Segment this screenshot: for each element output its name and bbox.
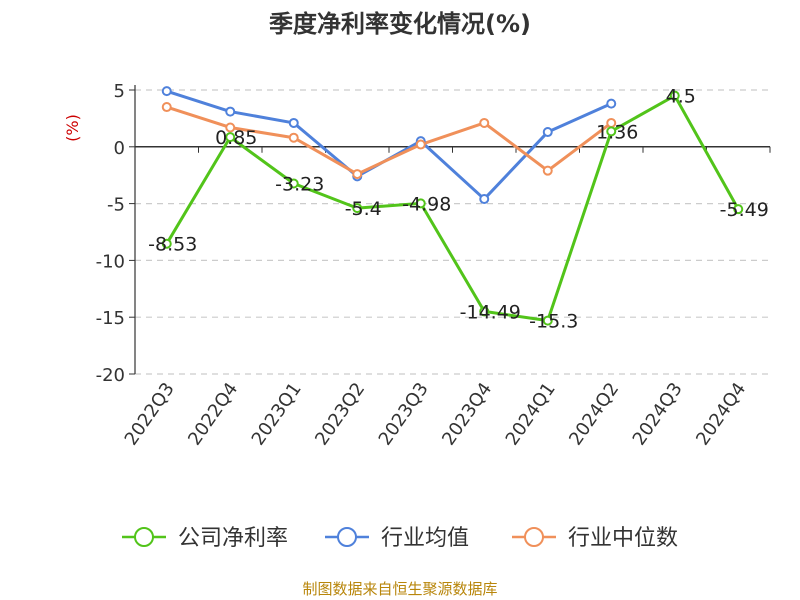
y-tick-label: -15	[96, 308, 125, 329]
data-point	[479, 306, 490, 317]
data-point	[288, 178, 299, 189]
series-line-2	[166, 105, 613, 176]
series-points	[161, 86, 744, 326]
series-line-0	[165, 94, 740, 323]
x-tick-label: 2022Q4	[184, 379, 242, 450]
axes	[129, 85, 771, 375]
x-tick-label: 2024Q3	[629, 379, 687, 450]
x-tick-label: 2024Q4	[692, 379, 750, 450]
data-point	[352, 169, 363, 180]
data-point	[161, 238, 172, 249]
data-label: -8.53	[148, 234, 197, 256]
x-tick-label: 2023Q1	[248, 379, 306, 450]
legend-label: 公司净利率	[178, 526, 288, 551]
data-label: -5.49	[720, 199, 769, 221]
data-labels: -8.53 0.85 -3.23 -5.4 -4.98 -14.49 -15.3 1.36 4.…	[148, 86, 769, 333]
data-point	[542, 165, 553, 176]
legend-marker	[134, 527, 154, 547]
data-point	[415, 198, 426, 209]
legend-marker	[337, 527, 357, 547]
x-tick-labels: 2022Q3 2022Q4 2023Q1 2023Q2 2023Q3 2023Q4 2024…	[121, 379, 751, 450]
data-point	[352, 203, 363, 214]
data-label: 4.5	[666, 86, 696, 108]
data-point	[479, 117, 490, 128]
gridlines	[135, 89, 770, 375]
x-tick-label: 2023Q3	[375, 379, 433, 450]
x-tick-label: 2022Q3	[121, 379, 179, 450]
legend-label: 行业中位数	[568, 526, 678, 551]
y-tick-label: -5	[107, 195, 125, 216]
y-axis-unit-label: (%)	[63, 114, 82, 142]
data-point	[542, 127, 553, 138]
data-point	[288, 132, 299, 143]
data-point	[415, 139, 426, 150]
data-point	[542, 315, 553, 326]
data-point	[225, 106, 236, 117]
series-lines	[165, 89, 740, 323]
x-tick-label: 2023Q2	[311, 379, 369, 450]
data-label: -15.3	[529, 311, 578, 333]
data-label: 1.36	[596, 121, 638, 143]
y-tick-label: 0	[114, 138, 125, 159]
y-tick-label: -10	[96, 251, 125, 272]
chart-title: 季度净利率变化情况(%)	[269, 10, 531, 38]
data-point	[606, 126, 617, 137]
x-tick-label: 2024Q1	[502, 379, 560, 450]
x-tick-label: 2024Q2	[565, 379, 623, 450]
y-tick-labels: 5 0 -5 -10 -15 -20	[96, 81, 125, 386]
source-note: 制图数据来自恒生聚源数据库	[302, 580, 497, 598]
data-point	[225, 122, 236, 133]
data-point	[161, 102, 172, 113]
data-label: -3.23	[275, 173, 324, 195]
legend-label: 行业均值	[381, 526, 469, 551]
data-label: -14.49	[460, 301, 521, 323]
legend-marker	[524, 527, 544, 547]
data-point	[225, 132, 236, 143]
data-point	[606, 98, 617, 109]
data-point	[479, 194, 490, 205]
data-label: 0.85	[215, 127, 257, 149]
y-tick-label: 5	[114, 81, 125, 102]
data-point	[733, 204, 744, 215]
data-point	[288, 117, 299, 128]
y-tick-label: -20	[96, 365, 125, 386]
data-point	[161, 86, 172, 97]
data-label: -5.4	[345, 198, 382, 220]
data-point	[669, 90, 680, 101]
data-label: -4.98	[402, 193, 451, 215]
legend: 公司净利率 行业均值 行业中位数	[122, 526, 678, 551]
x-tick-label: 2023Q4	[438, 379, 496, 450]
